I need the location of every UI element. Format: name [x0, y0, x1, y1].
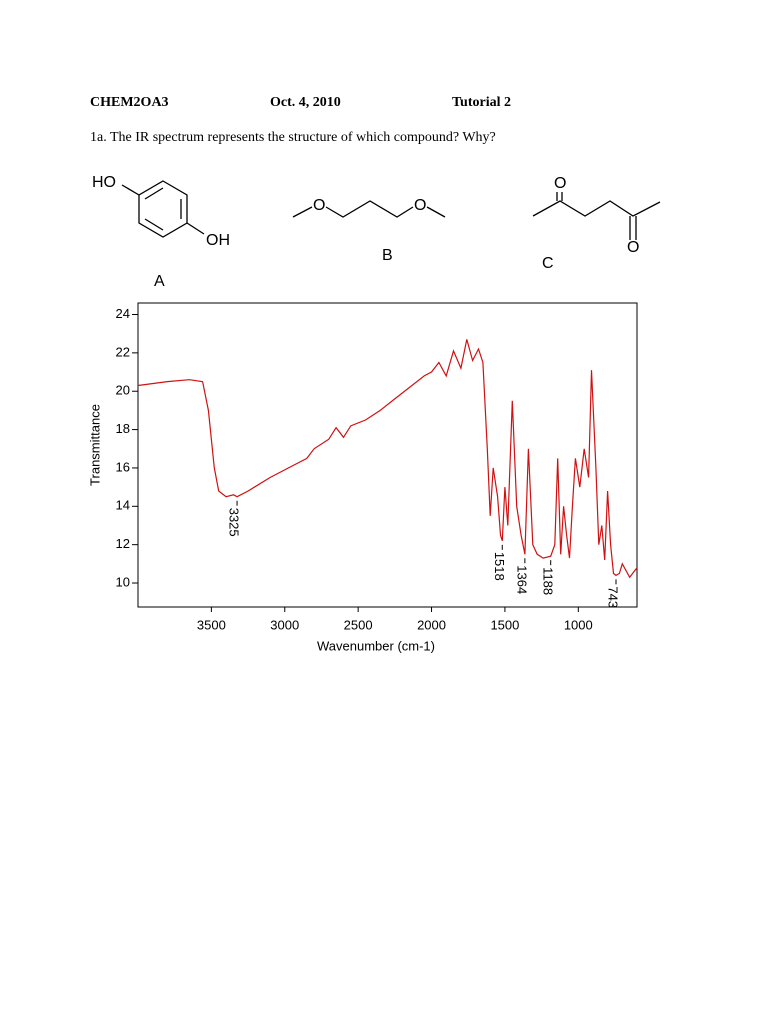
x-tick-label: 2000	[417, 617, 446, 632]
atom: O	[554, 175, 566, 192]
ring	[138, 180, 188, 238]
structure-b: O O B	[292, 197, 446, 264]
peak-label: 3325	[227, 508, 242, 537]
peak-label: 1518	[492, 552, 507, 581]
bond	[186, 222, 205, 235]
date: Oct. 4, 2010	[270, 95, 341, 110]
course: CHEM2OA3	[90, 95, 169, 110]
bond	[121, 184, 140, 196]
question: 1a. The IR spectrum represents the struc…	[90, 130, 496, 145]
structure-label: B	[382, 247, 393, 264]
tutorial: Tutorial 2	[452, 95, 511, 110]
bond	[426, 206, 446, 218]
bond	[532, 200, 661, 217]
peak-label: 1364	[514, 565, 529, 594]
peak-label: 743	[606, 586, 621, 608]
ir-chart: Wavenumber (cm-1) Transmittance 10 12 14 16…	[87, 302, 638, 653]
bond	[325, 200, 414, 218]
spectrum-line	[137, 339, 638, 579]
structure-label: A	[154, 273, 165, 290]
bond	[292, 206, 313, 218]
x-tick-label: 1000	[564, 617, 593, 632]
structure-label: C	[542, 255, 554, 272]
x-axis-label: Wavenumber (cm-1)	[317, 638, 435, 653]
x-tick-label: 3000	[270, 617, 299, 632]
y-tick-label: 18	[116, 421, 130, 436]
y-tick-label: 10	[116, 574, 130, 589]
x-tick-label: 3500	[197, 617, 226, 632]
y-tick-label: 24	[116, 306, 130, 321]
y-tick-label: 16	[116, 459, 130, 474]
structure-a: HO OH A	[92, 174, 230, 290]
atom: O	[414, 197, 426, 214]
atom: O	[627, 239, 639, 256]
peak-label: 1188	[540, 567, 555, 595]
x-tick-label: 2500	[344, 617, 373, 632]
y-tick-label: 14	[116, 498, 130, 513]
double-bond	[144, 187, 164, 200]
structure-c: O O C	[532, 175, 661, 272]
plot-frame	[137, 302, 638, 608]
double-bond	[144, 218, 164, 231]
atom: O	[313, 197, 325, 214]
x-tick-label: 1500	[490, 617, 519, 632]
y-axis-label: Transmittance	[87, 404, 102, 486]
y-tick-label: 12	[116, 536, 130, 551]
atom: HO	[92, 174, 116, 191]
y-tick-label: 20	[116, 383, 130, 398]
y-tick-label: 22	[116, 344, 130, 359]
atom: OH	[206, 232, 230, 249]
